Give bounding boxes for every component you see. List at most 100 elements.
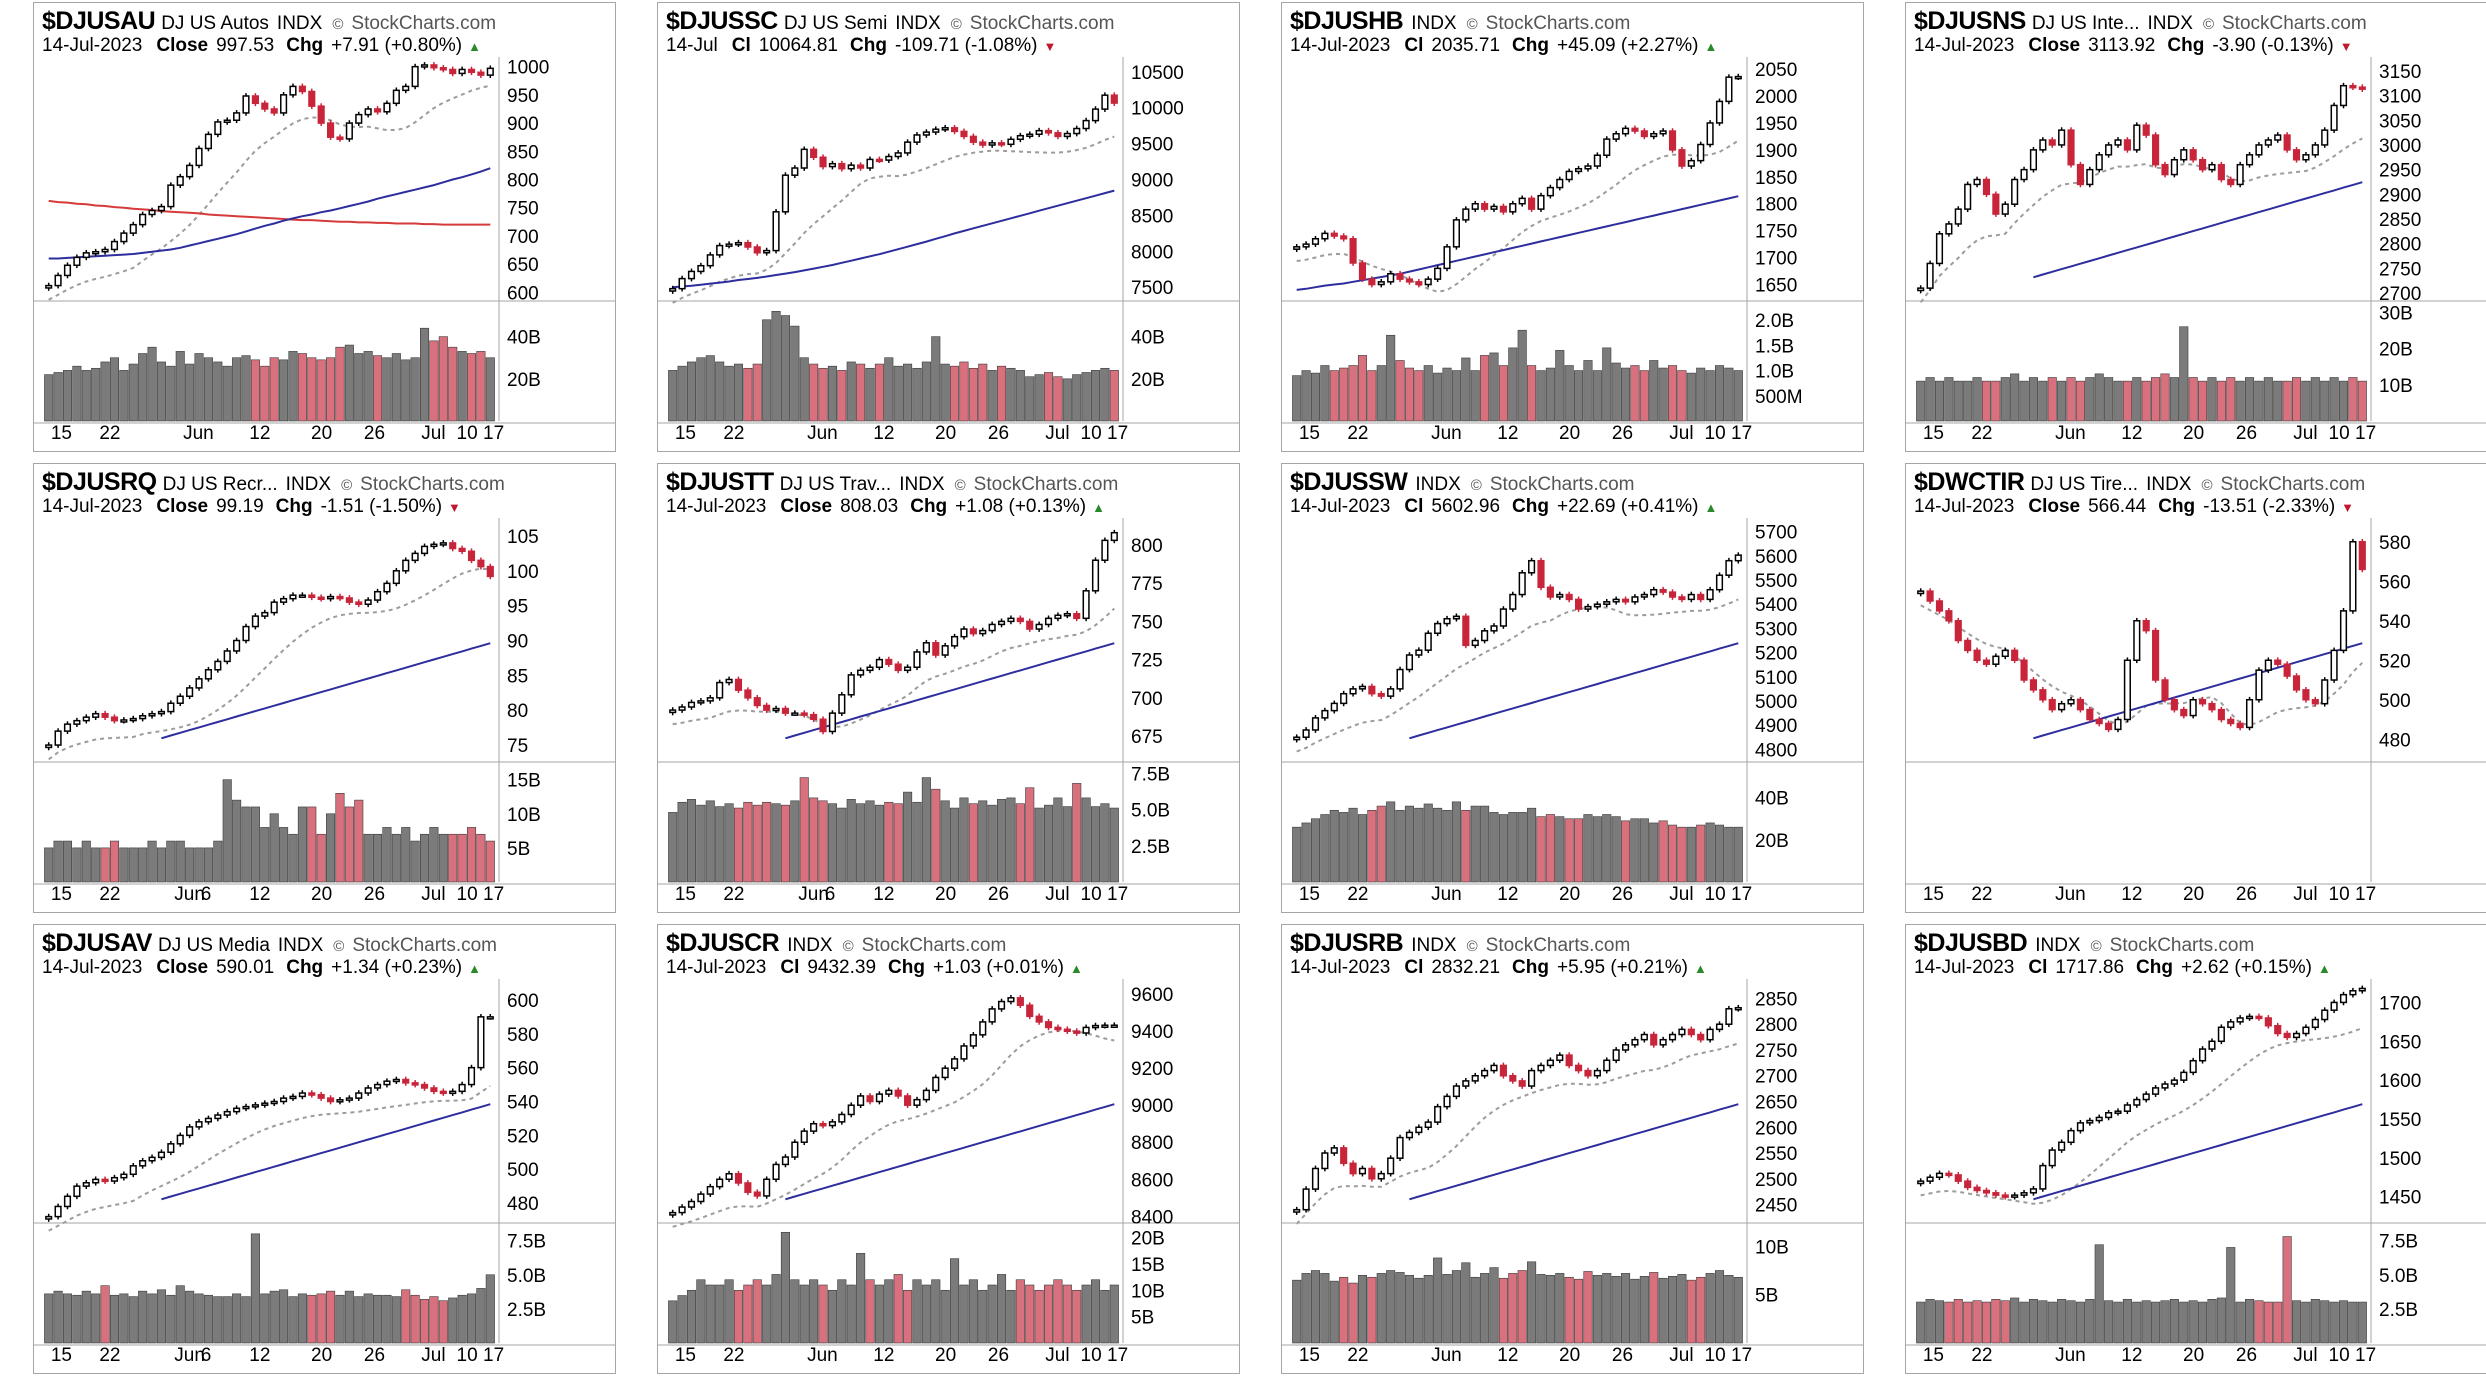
- candle-body: [2302, 689, 2310, 701]
- volume-bar: [1376, 365, 1386, 422]
- up-triangle-icon: ▲: [468, 961, 482, 976]
- x-tick-label: Jul: [1669, 1345, 1693, 1366]
- volume-bar: [1414, 370, 1424, 422]
- candle-body: [1935, 600, 1944, 612]
- chart-panel[interactable]: $DWCTIR DJ US Tire... INDX © StockCharts.com…: [1905, 463, 2486, 913]
- volume-bar: [1292, 375, 1302, 422]
- candle-body: [716, 244, 724, 256]
- down-triangle-icon: ▼: [2341, 500, 2355, 515]
- candle-body: [298, 85, 306, 93]
- x-tick-label: Jun: [174, 884, 205, 905]
- candle-body: [922, 131, 930, 136]
- header-line-2: 14-Jul-2023 Cl 2035.71 Chg +45.09 (+2.27%) ▲: [1290, 35, 1717, 57]
- chart-panel[interactable]: $DJUSRQ DJ US Recr... INDX © StockCharts.com…: [33, 463, 616, 913]
- x-tick-label: Jun: [2055, 884, 2086, 905]
- candle-body: [1424, 632, 1432, 651]
- chart-header: $DJUSHB INDX © StockCharts.com 14-Jul-2023 Cl…: [1290, 7, 1855, 59]
- price-tick-label: 4900: [1755, 716, 1797, 737]
- chart-panel[interactable]: $DJUSBD INDX © StockCharts.com 14-Jul-2023 Cl…: [1905, 924, 2486, 1374]
- volume-bar: [2151, 377, 2161, 422]
- candle-body: [2152, 1087, 2160, 1095]
- volume-bar: [100, 1285, 110, 1344]
- volume-bar: [2122, 1299, 2132, 1344]
- x-tick-label: 10: [1705, 884, 1726, 905]
- chart-panel[interactable]: $DJUSTT DJ US Trav... INDX © StockCharts.com…: [657, 463, 1240, 913]
- volume-bar: [1517, 1270, 1527, 1344]
- change-label: Chg: [1512, 496, 1549, 517]
- volume-bar: [2094, 373, 2104, 422]
- volume-bar: [429, 1296, 439, 1344]
- candle-body: [364, 108, 372, 116]
- candle-body: [960, 1045, 968, 1060]
- volume-bar: [2357, 1301, 2367, 1344]
- price-tick-label: 2850: [1755, 989, 1797, 1010]
- chart-panel[interactable]: $DJUSSC DJ US Semi INDX © StockCharts.com 14-…: [657, 2, 1240, 452]
- header-line-1: $DJUSHB INDX © StockCharts.com: [1290, 7, 1630, 36]
- candle-body: [63, 1195, 72, 1208]
- volume-bar: [1015, 370, 1025, 422]
- change-value: -1.51 (-1.50%): [320, 496, 443, 517]
- volume-bar: [2151, 1301, 2161, 1344]
- index-name: DJ US Media: [157, 935, 270, 956]
- candle-body: [1640, 130, 1648, 138]
- volume-bar: [1489, 1267, 1499, 1344]
- volume-bar: [1090, 806, 1101, 883]
- up-triangle-icon: ▲: [1092, 500, 1106, 515]
- volume-bar: [344, 806, 354, 883]
- price-tick-label: 9000: [1131, 1096, 1173, 1117]
- volume-bar: [297, 1293, 307, 1344]
- chart-panel[interactable]: $DJUSAU DJ US Autos INDX © StockCharts.com 14…: [33, 2, 616, 452]
- candle-body: [687, 701, 696, 708]
- volume-bar: [743, 801, 753, 883]
- candle-body: [430, 64, 438, 69]
- volume-bar: [715, 806, 725, 883]
- volume-bar: [2075, 1301, 2085, 1344]
- volume-bar: [222, 365, 232, 422]
- candle-body: [2133, 124, 2141, 151]
- candle-body: [2292, 1032, 2301, 1039]
- header-line-1: $DWCTIR DJ US Tire... INDX © StockCharts.com: [1914, 468, 2365, 497]
- candle-body: [2245, 699, 2254, 729]
- change-value: +1.34 (+0.23%): [331, 957, 463, 978]
- candle-body: [1311, 1167, 1320, 1190]
- volume-bar: [874, 1284, 884, 1344]
- volume-bar: [2057, 1299, 2067, 1344]
- price-tick-label: 560: [2379, 572, 2411, 593]
- candle-body: [1340, 1147, 1348, 1165]
- volume-bar: [260, 1293, 270, 1344]
- candle-body: [941, 1067, 949, 1079]
- index-name: DJ US Inte...: [2031, 13, 2140, 34]
- volume-bar: [1649, 1272, 1659, 1344]
- x-tick-label: 26: [1612, 423, 1633, 444]
- price-tick-label: 9000: [1131, 171, 1173, 192]
- volume-bar: [2169, 1299, 2179, 1344]
- candle-body: [1452, 615, 1460, 620]
- candle-body: [327, 122, 335, 138]
- candle-body: [2020, 659, 2028, 681]
- volume-bar: [401, 827, 411, 883]
- volume-bar: [156, 361, 166, 422]
- candle-body: [1035, 623, 1043, 630]
- ma-slow-line: [2033, 1103, 2363, 1201]
- candle-body: [129, 223, 137, 234]
- chart-panel[interactable]: $DJUSSW INDX © StockCharts.com 14-Jul-2023 Cl…: [1281, 463, 1864, 913]
- candle-body: [2189, 149, 2197, 161]
- volume-bar: [2301, 380, 2311, 422]
- candle-body: [110, 716, 119, 722]
- chart-panel[interactable]: $DJUSCR INDX © StockCharts.com 14-Jul-2023 Cl…: [657, 924, 1240, 1374]
- header-line-1: $DJUSNS DJ US Inte... INDX © StockCharts.com: [1914, 7, 2367, 36]
- chart-panel[interactable]: $DJUSRB INDX © StockCharts.com 14-Jul-2023 Cl…: [1281, 924, 1864, 1374]
- volume-bar: [1006, 367, 1016, 422]
- x-tick-label: 20: [935, 884, 956, 905]
- chart-panel[interactable]: $DJUSHB INDX © StockCharts.com 14-Jul-2023 Cl…: [1281, 2, 1864, 452]
- volume-bar: [1583, 814, 1593, 883]
- volume-bar: [1348, 365, 1358, 422]
- candle-body: [289, 1095, 297, 1100]
- volume-bar: [959, 361, 969, 422]
- chart-panel[interactable]: $DJUSNS DJ US Inte... INDX © StockCharts.com…: [1905, 2, 2486, 452]
- chart-panel[interactable]: $DJUSAV DJ US Media INDX © StockCharts.com 14…: [33, 924, 616, 1374]
- candle-body: [2001, 203, 2009, 215]
- price-tick-label: 75: [507, 736, 528, 757]
- candle-body: [763, 704, 771, 711]
